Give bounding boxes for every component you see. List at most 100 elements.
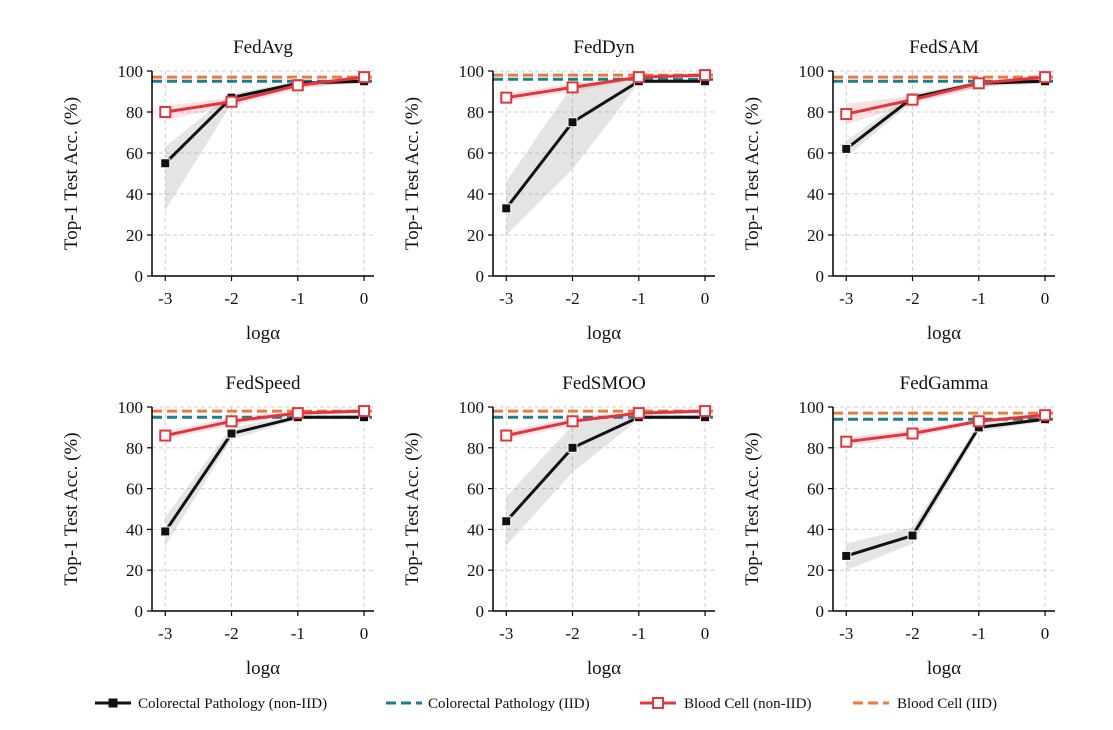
colorectal-point	[226, 428, 237, 439]
x-tick-label: 0	[360, 289, 369, 308]
y-tick-label: 80	[467, 103, 484, 122]
y-tick-label: 100	[459, 62, 485, 81]
panel-fedsam: 0 20 40 60 80 100 -3 -2 -1 0 FedSAM logα Top-1 Test …	[742, 37, 1055, 344]
blood-cell-point	[1039, 409, 1052, 422]
panel-title: FedAvg	[233, 37, 293, 58]
x-tick-label: 0	[1041, 624, 1050, 643]
x-tick-label: -2	[905, 289, 919, 308]
colorectal-point	[160, 158, 171, 169]
blood-cell-point	[291, 407, 304, 420]
x-tick-label: -3	[839, 289, 853, 308]
legend-label: Colorectal Pathology (non-IID)	[138, 696, 327, 712]
y-tick-label: 0	[816, 267, 825, 286]
blood-cell-point	[225, 415, 238, 428]
y-tick-label: 20	[807, 561, 824, 580]
blood-cell-point	[500, 91, 513, 104]
y-axis-label: Top-1 Test Acc. (%)	[402, 97, 423, 250]
colorectal-point	[841, 143, 852, 154]
y-tick-label: 100	[799, 62, 825, 81]
colorectal-line	[164, 415, 365, 533]
blood-cell-point	[699, 69, 712, 82]
y-tick-label: 80	[126, 439, 143, 458]
y-axis-label: Top-1 Test Acc. (%)	[61, 432, 82, 585]
colorectal-point	[907, 530, 918, 541]
x-tick-label: -3	[158, 624, 172, 643]
panel-fedgamma: 0 20 40 60 80 100 -3 -2 -1 0 FedGamma logα Top-1 Tes…	[742, 373, 1055, 679]
colorectal-point	[567, 442, 578, 453]
x-tick-label: -1	[632, 624, 646, 643]
x-tick-label: -1	[972, 289, 986, 308]
x-tick-label: -2	[565, 624, 579, 643]
y-axis-label: Top-1 Test Acc. (%)	[742, 432, 763, 585]
blood-cell-point	[291, 79, 304, 92]
blood-cell-point	[566, 81, 579, 94]
blood-cell-line	[846, 413, 1046, 444]
y-tick-label: 0	[135, 267, 144, 286]
y-tick-label: 40	[126, 185, 143, 204]
y-tick-label: 80	[467, 439, 484, 458]
x-tick-label: -1	[972, 624, 986, 643]
x-axis-label: logα	[927, 658, 961, 679]
x-axis-label: logα	[246, 323, 280, 344]
y-tick-label: 40	[807, 520, 824, 539]
panel-title: FedGamma	[900, 373, 989, 394]
x-tick-label: -2	[224, 289, 238, 308]
x-tick-label: -3	[499, 624, 513, 643]
x-tick-label: 0	[701, 624, 710, 643]
y-axis-label: Top-1 Test Acc. (%)	[742, 97, 763, 250]
blood-cell-point	[840, 435, 853, 448]
blood-cell-line	[505, 409, 706, 438]
panel-feddyn: 0 20 40 60 80 100 -3 -2 -1 0 FedDyn logα Top-1 Test …	[402, 37, 715, 344]
x-axis-label: logα	[587, 658, 621, 679]
y-tick-label: 60	[126, 480, 143, 499]
y-tick-label: 100	[459, 398, 485, 417]
y-tick-label: 20	[126, 561, 143, 580]
y-tick-label: 0	[476, 267, 485, 286]
blood-cell-point	[972, 415, 985, 428]
legend-label: Blood Cell (non-IID)	[684, 696, 811, 712]
x-tick-label: -1	[632, 289, 646, 308]
blood-cell-line	[164, 409, 365, 438]
legend-item: Colorectal Pathology (IID)	[386, 696, 590, 712]
y-tick-label: 100	[118, 398, 144, 417]
blood-cell-point	[1039, 71, 1052, 84]
legend-item: Colorectal Pathology (non-IID)	[95, 696, 327, 712]
legend: Colorectal Pathology (non-IID) Colorectal…	[95, 696, 997, 712]
y-tick-label: 60	[807, 480, 824, 499]
panel-title: FedSAM	[909, 37, 979, 58]
x-axis-label: logα	[587, 323, 621, 344]
colorectal-point	[160, 526, 171, 537]
panel-title: FedSMOO	[562, 373, 645, 394]
blood-cell-point	[358, 71, 371, 84]
blood-cell-point	[500, 429, 513, 442]
y-tick-label: 0	[816, 602, 825, 621]
blood-cell-point	[972, 77, 985, 90]
x-tick-label: -1	[291, 289, 305, 308]
colorectal-band	[506, 415, 706, 546]
colorectal-band	[165, 415, 365, 546]
legend-item: Blood Cell (IID)	[853, 696, 997, 712]
legend-swatch-marker	[652, 697, 664, 709]
colorectal-band	[846, 417, 1046, 571]
x-tick-label: -2	[565, 289, 579, 308]
x-tick-label: -2	[224, 624, 238, 643]
y-tick-label: 20	[467, 226, 484, 245]
colorectal-line	[505, 415, 706, 523]
colorectal-line	[845, 417, 1046, 558]
x-tick-label: -3	[158, 289, 172, 308]
y-tick-label: 60	[126, 144, 143, 163]
x-tick-label: -1	[291, 624, 305, 643]
x-tick-label: 0	[360, 624, 369, 643]
blood-cell-line	[506, 73, 706, 100]
blood-cell-band	[165, 75, 365, 121]
blood-cell-point	[159, 429, 172, 442]
x-axis-label: logα	[927, 323, 961, 344]
x-tick-label: 0	[701, 289, 710, 308]
colorectal-point	[567, 117, 578, 128]
y-tick-label: 0	[476, 602, 485, 621]
x-tick-label: -2	[905, 624, 919, 643]
y-tick-label: 80	[807, 439, 824, 458]
blood-cell-point	[632, 71, 645, 84]
legend-item: Blood Cell (non-IID)	[640, 696, 811, 712]
panel-fedavg: 0 20 40 60 80 100 -3 -2 -1 0 FedAvg logα Top-1 Test …	[61, 37, 374, 344]
